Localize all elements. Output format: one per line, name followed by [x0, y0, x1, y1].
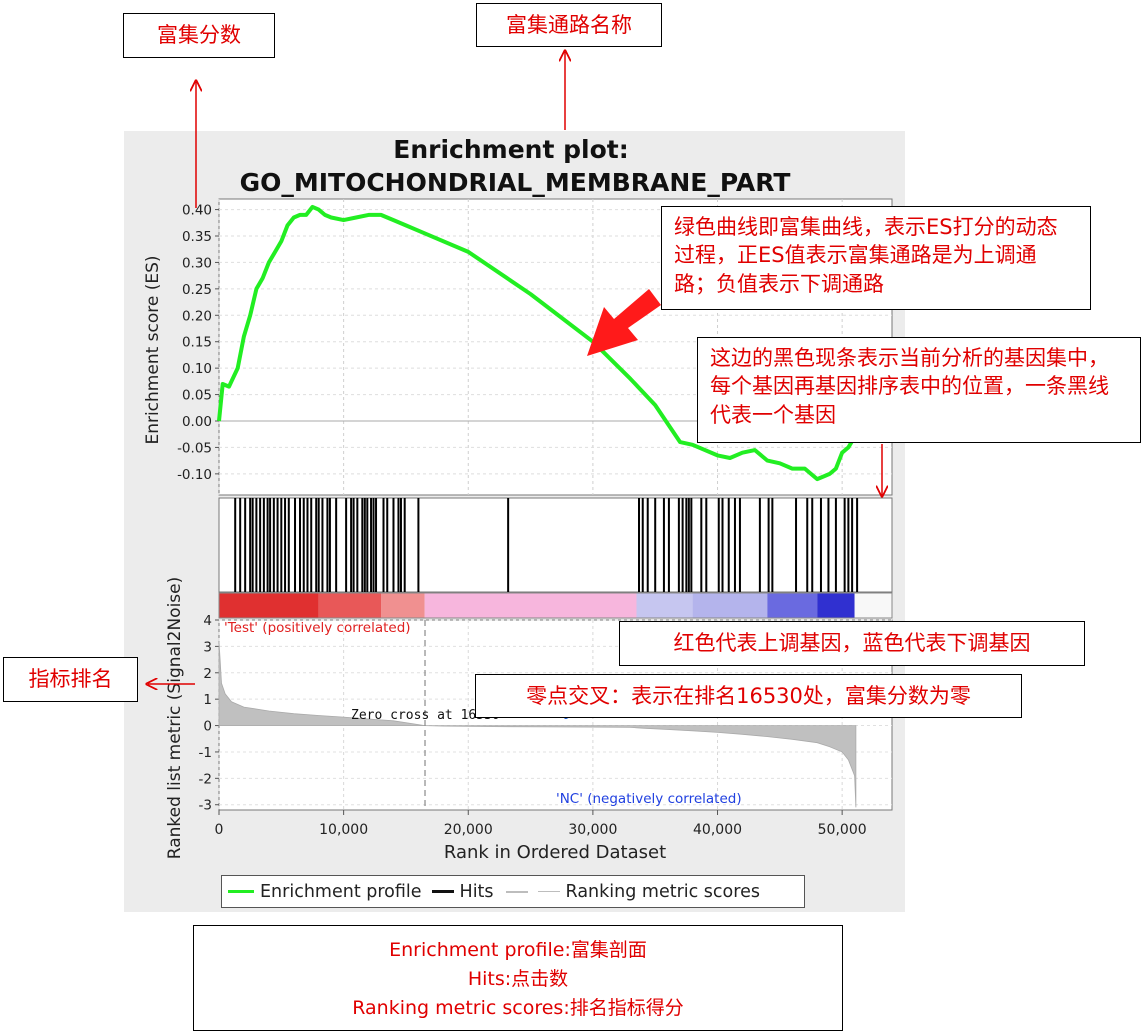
es-tick-label: 0.10 [182, 361, 212, 377]
metric-axis-label: Ranked list metric (Signal2Noise) [165, 577, 185, 860]
es-axis-label: Enrichment score (ES) [143, 255, 163, 444]
x-tick-label: 0 [215, 822, 224, 838]
metric-tick-label: 1 [203, 692, 212, 708]
metric-tick-label: -1 [199, 745, 212, 761]
legend-item-hits: Hits [431, 881, 494, 902]
heat-segment [817, 593, 855, 618]
legend-explain-line: Enrichment profile:富集剖面 [389, 939, 647, 961]
x-tick-label: 50,000 [818, 822, 867, 838]
green-curve-note-text: 绿色曲线即富集曲线，表示ES打分的动态过程，正ES值表示富集通路是为上调通路；负… [674, 215, 1058, 296]
hits-panel [218, 497, 893, 593]
metric-tick-label: 4 [203, 613, 212, 629]
legend-explanation: Enrichment profile:富集剖面 Hits:点击数 Ranking… [193, 925, 843, 1031]
es-tick-label: 0.15 [182, 335, 212, 351]
es-tick-label: 0.40 [182, 203, 212, 219]
legend-explain-line: Ranking metric scores:排名指标得分 [352, 997, 684, 1019]
rank-annotation: 指标排名 [3, 657, 138, 702]
heat-segment [636, 593, 693, 618]
legend-item-enrichment-profile: Enrichment profile [228, 882, 422, 902]
legend-item-ranking-metric: Ranking metric scores [505, 881, 760, 902]
heat-segment [854, 593, 892, 618]
x-axis-label: Rank in Ordered Dataset [444, 842, 666, 863]
es-tick-label: -0.10 [177, 467, 212, 483]
metric-tick-label: 0 [203, 719, 212, 735]
es-tick-label: 0.30 [182, 255, 212, 271]
es-tick-label: 0.35 [182, 229, 212, 245]
metric-tick-label: -2 [199, 771, 212, 787]
score-annotation-text: 富集分数 [157, 23, 241, 48]
zero-cross-note-text: 零点交叉：表示在排名16530处，富集分数为零 [526, 683, 971, 708]
legend-label: Enrichment profile [260, 881, 422, 902]
hits-note-text: 这边的黑色现条表示当前分析的基因集中，每个基因再基因排序表中的位置，一条黑线代表… [710, 346, 1109, 427]
heat-segment [318, 593, 382, 618]
es-tick-label: 0.20 [182, 308, 212, 324]
ranking-metric-area [218, 641, 857, 808]
metric-tick-label: -3 [199, 798, 212, 814]
metric-tick-label: 2 [203, 666, 212, 682]
chart-legend: Enrichment profile Hits Ranking metric s… [221, 875, 805, 908]
x-axis: 0 10,000 20,000 30,000 40,000 50,000 [215, 810, 867, 838]
heat-segment [424, 593, 637, 618]
x-tick-label: 20,000 [444, 822, 493, 838]
es-tick-label: 0.25 [182, 282, 212, 298]
rank-annotation-text: 指标排名 [28, 667, 113, 692]
es-tick-label: 0.05 [182, 388, 212, 404]
heat-segment [767, 593, 818, 618]
chart-title: Enrichment plot: [393, 135, 628, 164]
pathway-annotation: 富集通路名称 [476, 3, 662, 47]
score-annotation: 富集分数 [123, 13, 275, 58]
green-curve-note: 绿色曲线即富集曲线，表示ES打分的动态过程，正ES值表示富集通路是为上调通路；负… [661, 206, 1091, 310]
x-tick-label: 10,000 [319, 822, 368, 838]
heat-segment [692, 593, 768, 618]
hits-area [218, 497, 893, 593]
enrichment-profile-line [217, 204, 861, 482]
metric-tick-label: 3 [203, 639, 212, 655]
big-red-arrow [587, 289, 661, 356]
legend-swatch-green [228, 890, 254, 893]
legend-swatch-black [431, 890, 454, 893]
es-tick-label: -0.05 [177, 440, 212, 456]
hits-note: 这边的黑色现条表示当前分析的基因集中，每个基因再基因排序表中的位置，一条黑线代表… [697, 337, 1141, 443]
zero-cross-note: 零点交叉：表示在排名16530处，富集分数为零 [475, 674, 1022, 718]
pathway-annotation-text: 富集通路名称 [506, 12, 632, 37]
x-tick-label: 30,000 [568, 822, 617, 838]
heat-segment [381, 593, 425, 618]
chart-subtitle: GO_MITOCHONDRIAL_MEMBRANE_PART [240, 168, 791, 197]
es-tick-label: 0.00 [182, 414, 212, 430]
heat-segment [219, 593, 319, 618]
color-note: 红色代表上调基因，蓝色代表下调基因 [619, 621, 1085, 666]
x-tick-label: 40,000 [693, 822, 742, 838]
heat-border [218, 592, 893, 619]
zero-cross-label: Zero cross at 16530 [351, 708, 500, 723]
color-note-text: 红色代表上调基因，蓝色代表下调基因 [673, 631, 1031, 656]
legend-swatch-gray-2 [537, 891, 560, 892]
negative-correlated-label: 'NC' (negatively correlated) [556, 791, 742, 807]
positive-correlated-label: 'Test' (positively correlated) [224, 620, 411, 636]
legend-swatch-gray [505, 890, 528, 893]
heat-bar [218, 592, 893, 619]
legend-label: Ranking metric scores [565, 881, 760, 902]
legend-label: Hits [459, 881, 494, 902]
legend-explain-line: Hits:点击数 [467, 968, 569, 990]
